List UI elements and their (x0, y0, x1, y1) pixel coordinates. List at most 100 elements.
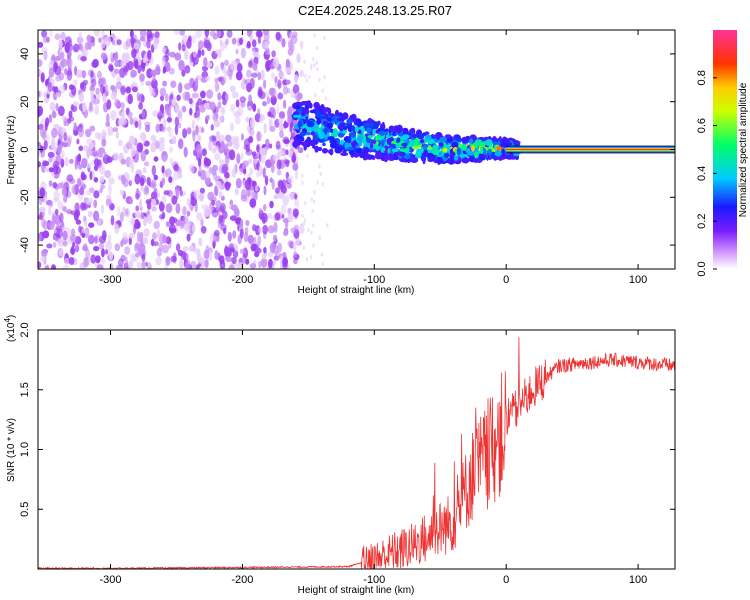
noise-cell (319, 171, 322, 177)
noise-cell (139, 132, 147, 141)
noise-cell (232, 230, 237, 239)
noise-cell (257, 235, 262, 246)
noise-cell (274, 187, 280, 194)
noise-cell (108, 65, 114, 72)
exponent-close: ) (6, 315, 17, 318)
noise-cell (312, 199, 316, 205)
signal-cell (422, 144, 428, 151)
signal-cell (317, 146, 323, 152)
noise-cell (192, 223, 196, 234)
noise-cell (41, 30, 48, 38)
noise-cell (271, 72, 275, 79)
noise-cell (60, 31, 66, 41)
noise-cell (38, 41, 44, 48)
noise-cell (270, 87, 277, 99)
noise-cell (94, 235, 98, 244)
noise-cell (215, 130, 221, 141)
noise-cell (136, 142, 144, 153)
noise-cell (169, 51, 176, 58)
signal-cell (438, 142, 444, 147)
noise-cell (71, 228, 76, 237)
noise-cell (323, 36, 326, 41)
noise-cell (89, 125, 96, 132)
noise-cell (63, 132, 68, 142)
noise-cell (61, 187, 67, 197)
signal-cell (405, 147, 410, 154)
noise-cell (125, 38, 132, 48)
noise-cell (41, 249, 48, 257)
signal-cell (400, 151, 406, 157)
noise-cell (43, 50, 48, 61)
noise-cell (294, 74, 299, 84)
signal-cell (370, 141, 373, 150)
signal-cell (487, 148, 492, 156)
signal-cell (443, 151, 450, 158)
noise-cell (302, 245, 305, 251)
signal-cell (336, 146, 344, 151)
noise-cell (278, 123, 285, 132)
signal-cell (358, 151, 365, 159)
noise-cell (138, 119, 142, 130)
noise-cell (323, 74, 326, 80)
snr-y-ticks: 0.5 1.0 1.5 2.0 (19, 322, 675, 517)
noise-cell (73, 43, 80, 53)
noise-cell (161, 56, 166, 67)
y-tick-label: 0.5 (19, 502, 31, 517)
noise-cell (277, 242, 283, 253)
noise-cell (263, 122, 267, 134)
noise-cell (186, 233, 191, 242)
noise-cell (120, 85, 126, 96)
noise-cell (261, 252, 267, 260)
noise-cell (53, 61, 59, 70)
noise-cell (101, 128, 107, 140)
signal-cell (377, 127, 385, 132)
signal-cell (450, 156, 454, 164)
noise-cell (181, 69, 186, 77)
noise-cell (73, 79, 78, 86)
noise-cell (152, 110, 158, 118)
noise-cell (57, 48, 61, 57)
signal-cell (480, 146, 484, 155)
noise-cell (54, 33, 61, 40)
noise-cell (251, 39, 257, 48)
noise-cell (277, 192, 285, 199)
noise-cell (287, 212, 294, 223)
y-tick-label: -40 (19, 237, 31, 253)
noise-cell (64, 42, 70, 54)
noise-cell (257, 35, 261, 44)
noise-cell (219, 202, 226, 213)
noise-cell (321, 262, 324, 267)
noise-cell (153, 39, 158, 50)
noise-cell (45, 264, 50, 269)
noise-cell (58, 248, 64, 257)
signal-cell (381, 140, 385, 147)
noise-cell (304, 73, 307, 79)
noise-cell (68, 257, 75, 265)
noise-cell (144, 185, 149, 194)
signal-cell (340, 139, 345, 146)
noise-cell (88, 39, 92, 50)
noise-cell (290, 227, 298, 234)
signal-cell (300, 131, 305, 137)
noise-cell (278, 71, 285, 79)
noise-cell (220, 106, 226, 115)
noise-cell (38, 69, 42, 75)
signal-cell (468, 138, 474, 145)
noise-cell (93, 190, 100, 199)
noise-cell (165, 49, 170, 58)
noise-cell (155, 123, 160, 133)
noise-cell (218, 159, 225, 165)
noise-cell (94, 105, 100, 116)
signal-cell (411, 145, 420, 150)
noise-cell (161, 177, 166, 186)
noise-cell (240, 47, 246, 59)
noise-cell (67, 117, 72, 124)
signal-cell (381, 121, 385, 128)
noise-cell (288, 32, 292, 43)
noise-cell (233, 110, 240, 118)
noise-cell (273, 194, 279, 200)
noise-cell (85, 128, 92, 138)
noise-cell (318, 77, 321, 82)
noise-cell (252, 62, 258, 71)
